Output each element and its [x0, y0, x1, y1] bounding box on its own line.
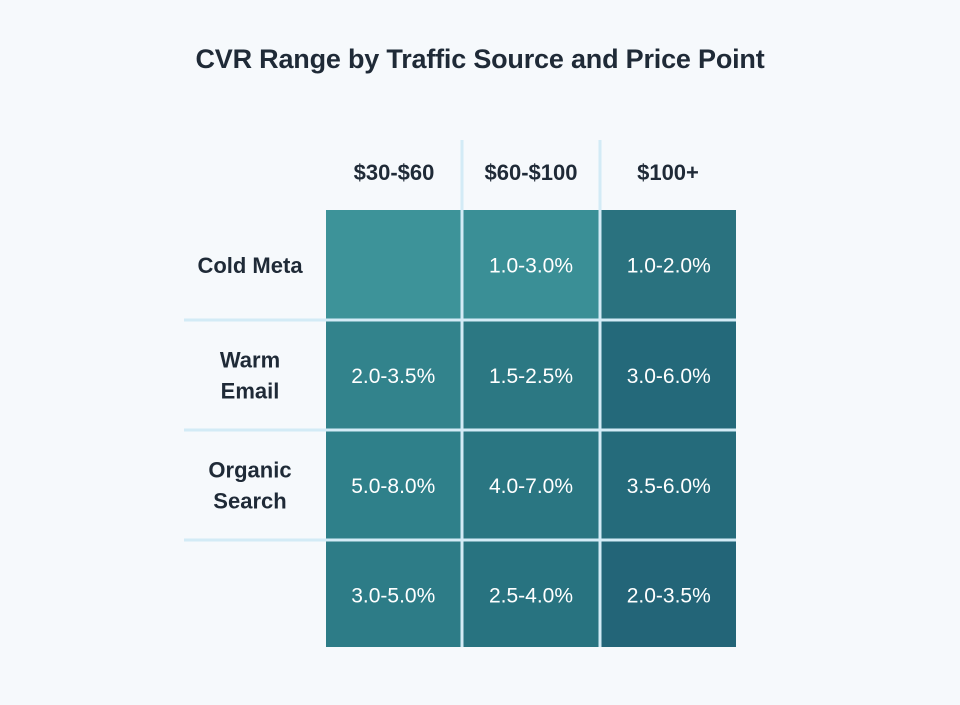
- cell-value-label: 3.5-6.0%: [627, 475, 711, 498]
- heatmap-cell: [326, 541, 461, 647]
- heatmap-cell: [326, 210, 461, 319]
- cell-value-label: 3.0-6.0%: [627, 365, 711, 388]
- heatmap-cell: [601, 431, 736, 539]
- cell-value-label: 1.5-2.5%: [489, 365, 573, 388]
- heatmap-cell: [326, 431, 461, 539]
- heatmap-cell: [601, 541, 736, 647]
- column-label: $100+: [637, 160, 699, 185]
- cell-value-label: 5.0-8.0%: [351, 475, 435, 498]
- column-label: $30-$60: [354, 160, 435, 185]
- cell-value-label: 3.0-5.0%: [351, 584, 435, 607]
- heatmap-cell: [463, 210, 599, 319]
- heatmap-cell: [326, 321, 461, 429]
- heatmap-cell: [601, 321, 736, 429]
- cell-value-label: 4.0-7.0%: [489, 475, 573, 498]
- heatmap-cell: [601, 210, 736, 319]
- row-label: Warm Email: [220, 348, 280, 404]
- cell-value-label: 1.0-3.0%: [489, 254, 573, 277]
- chart-title: CVR Range by Traffic Source and Price Po…: [195, 44, 765, 74]
- heatmap-cells: 1.0-3.0% 1.0-2.0% 2.0-3.5% 1.5-2.5% 3.0-6.0%…: [326, 210, 736, 647]
- column-labels: $30-$60 $60-$100 $100+: [354, 160, 699, 185]
- heatmap-cell: [463, 541, 599, 647]
- heatmap-cell: [463, 321, 599, 429]
- cell-value-label: 2.5-4.0%: [489, 584, 573, 607]
- column-label: $60-$100: [485, 160, 578, 185]
- heatmap-cell: [463, 431, 599, 539]
- row-label: Cold Meta: [197, 253, 303, 278]
- cell-value-label: 2.0-3.5%: [351, 365, 435, 388]
- cell-value-label: 2.0-3.5%: [627, 584, 711, 607]
- row-labels: Cold Meta Warm Email Organic Search: [197, 253, 303, 514]
- cell-value-label: 1.0-2.0%: [627, 254, 711, 277]
- row-label: Organic Search: [208, 458, 291, 514]
